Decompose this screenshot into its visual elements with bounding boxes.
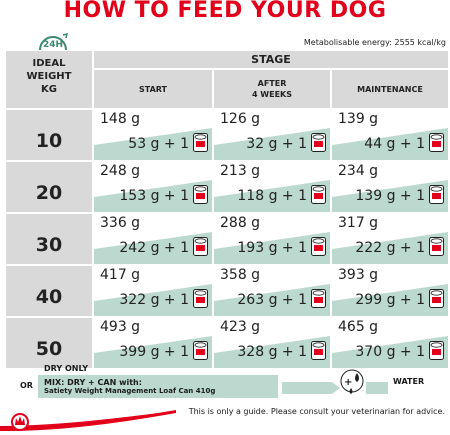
mix-amount: 139 g + 1 bbox=[355, 188, 425, 204]
can-icon bbox=[193, 133, 208, 152]
dry-amount: 234 g bbox=[338, 163, 379, 179]
guide-disclaimer: This is only a guide. Please consult you… bbox=[188, 407, 445, 416]
svg-text:+: + bbox=[344, 377, 352, 388]
24h-clock-icon: 24H bbox=[39, 32, 69, 51]
can-icon bbox=[193, 289, 208, 308]
add-water-icon: + bbox=[282, 369, 388, 394]
feeding-cell: 139 g 44 g + 1 bbox=[332, 110, 448, 160]
mix-amount: 153 g + 1 bbox=[119, 188, 189, 204]
mix-amount: 242 g + 1 bbox=[119, 240, 189, 256]
weight-label: 50 bbox=[6, 318, 92, 368]
mix-amount: 222 g + 1 bbox=[355, 240, 425, 256]
mix-amount: 44 g + 1 bbox=[364, 136, 425, 152]
product-label: Satiety Weight Management Loaf Can 410g bbox=[44, 387, 216, 395]
feeding-cell: 417 g 322 g + 1 bbox=[94, 266, 212, 316]
feeding-cell: 148 g 53 g + 1 bbox=[94, 110, 212, 160]
can-icon bbox=[193, 185, 208, 204]
dry-amount: 126 g bbox=[220, 111, 261, 127]
dry-amount: 336 g bbox=[100, 215, 141, 231]
dry-amount: 393 g bbox=[338, 267, 379, 283]
water-label: WATER bbox=[393, 377, 425, 386]
dry-amount: 213 g bbox=[220, 163, 261, 179]
feeding-cell: 336 g 242 g + 1 bbox=[94, 214, 212, 264]
metabolisable-energy: Metabolisable energy: 2555 kcal/kg bbox=[303, 38, 446, 47]
weight-label: 40 bbox=[6, 266, 92, 316]
start-header: START bbox=[94, 70, 212, 108]
can-icon bbox=[429, 289, 444, 308]
weight-label: 20 bbox=[6, 162, 92, 212]
feeding-cell: 465 g 370 g + 1 bbox=[332, 318, 448, 368]
stage-header: STAGE bbox=[94, 51, 448, 68]
dry-amount: 139 g bbox=[338, 111, 379, 127]
can-icon bbox=[311, 133, 326, 152]
mix-amount: 370 g + 1 bbox=[355, 344, 425, 360]
mix-amount: 399 g + 1 bbox=[119, 344, 189, 360]
table-row: 30 336 g 242 g + 1 288 g 193 g + 1 317 g 222 g… bbox=[6, 214, 448, 264]
feeding-cell: 317 g 222 g + 1 bbox=[332, 214, 448, 264]
mix-amount: 328 g + 1 bbox=[237, 344, 307, 360]
weight-label: 10 bbox=[6, 110, 92, 160]
dry-amount: 423 g bbox=[220, 319, 261, 335]
can-icon bbox=[429, 341, 444, 360]
mix-amount: 299 g + 1 bbox=[355, 292, 425, 308]
dry-amount: 248 g bbox=[100, 163, 141, 179]
feeding-cell: 234 g 139 g + 1 bbox=[332, 162, 448, 212]
dry-amount: 417 g bbox=[100, 267, 141, 283]
can-icon bbox=[193, 341, 208, 360]
dry-amount: 465 g bbox=[338, 319, 379, 335]
can-icon bbox=[429, 133, 444, 152]
after-4-weeks-header: AFTER 4 WEEKS bbox=[214, 70, 330, 108]
feeding-cell: 248 g 153 g + 1 bbox=[94, 162, 212, 212]
feeding-cell: 213 g 118 g + 1 bbox=[214, 162, 330, 212]
feeding-cell: 493 g 399 g + 1 bbox=[94, 318, 212, 368]
page-title: HOW TO FEED YOUR DOG bbox=[63, 0, 387, 23]
can-icon bbox=[311, 289, 326, 308]
badge-text: 24H bbox=[43, 40, 63, 50]
mix-amount: 193 g + 1 bbox=[237, 240, 307, 256]
mix-amount: 263 g + 1 bbox=[237, 292, 307, 308]
feeding-table: IDEAL WEIGHT KG STAGE START AFTER 4 WEEK… bbox=[6, 51, 448, 370]
ideal-weight-header: IDEAL WEIGHT KG bbox=[6, 51, 92, 108]
can-icon bbox=[311, 341, 326, 360]
feeding-cell: 288 g 193 g + 1 bbox=[214, 214, 330, 264]
maintenance-header: MAINTENANCE bbox=[332, 70, 448, 108]
mix-label: MIX: DRY + CAN with: bbox=[44, 378, 142, 387]
royal-canin-logo-icon bbox=[0, 410, 176, 432]
mix-amount: 53 g + 1 bbox=[128, 136, 189, 152]
dry-only-label: DRY ONLY bbox=[44, 364, 89, 373]
table-row: 10 148 g 53 g + 1 126 g 32 g + 1 139 g 44 g + … bbox=[6, 110, 448, 160]
dry-amount: 148 g bbox=[100, 111, 141, 127]
table-row: 40 417 g 322 g + 1 358 g 263 g + 1 393 g 299 g… bbox=[6, 266, 448, 316]
weight-label: 30 bbox=[6, 214, 92, 264]
table-row: 50 493 g 399 g + 1 423 g 328 g + 1 465 g 370 g… bbox=[6, 318, 448, 368]
can-icon bbox=[193, 237, 208, 256]
dry-amount: 317 g bbox=[338, 215, 379, 231]
feeding-cell: 393 g 299 g + 1 bbox=[332, 266, 448, 316]
can-icon bbox=[429, 237, 444, 256]
can-icon bbox=[429, 185, 444, 204]
feeding-cell: 358 g 263 g + 1 bbox=[214, 266, 330, 316]
dry-amount: 288 g bbox=[220, 215, 261, 231]
dry-amount: 493 g bbox=[100, 319, 141, 335]
feeding-cell: 423 g 328 g + 1 bbox=[214, 318, 330, 368]
mix-amount: 32 g + 1 bbox=[246, 136, 307, 152]
can-icon bbox=[311, 237, 326, 256]
dry-amount: 358 g bbox=[220, 267, 261, 283]
mix-box bbox=[38, 375, 278, 398]
mix-amount: 118 g + 1 bbox=[237, 188, 307, 204]
can-icon bbox=[311, 185, 326, 204]
feeding-cell: 126 g 32 g + 1 bbox=[214, 110, 330, 160]
mix-amount: 322 g + 1 bbox=[119, 292, 189, 308]
or-label: OR bbox=[20, 381, 33, 390]
table-row: 20 248 g 153 g + 1 213 g 118 g + 1 234 g 139 g… bbox=[6, 162, 448, 212]
